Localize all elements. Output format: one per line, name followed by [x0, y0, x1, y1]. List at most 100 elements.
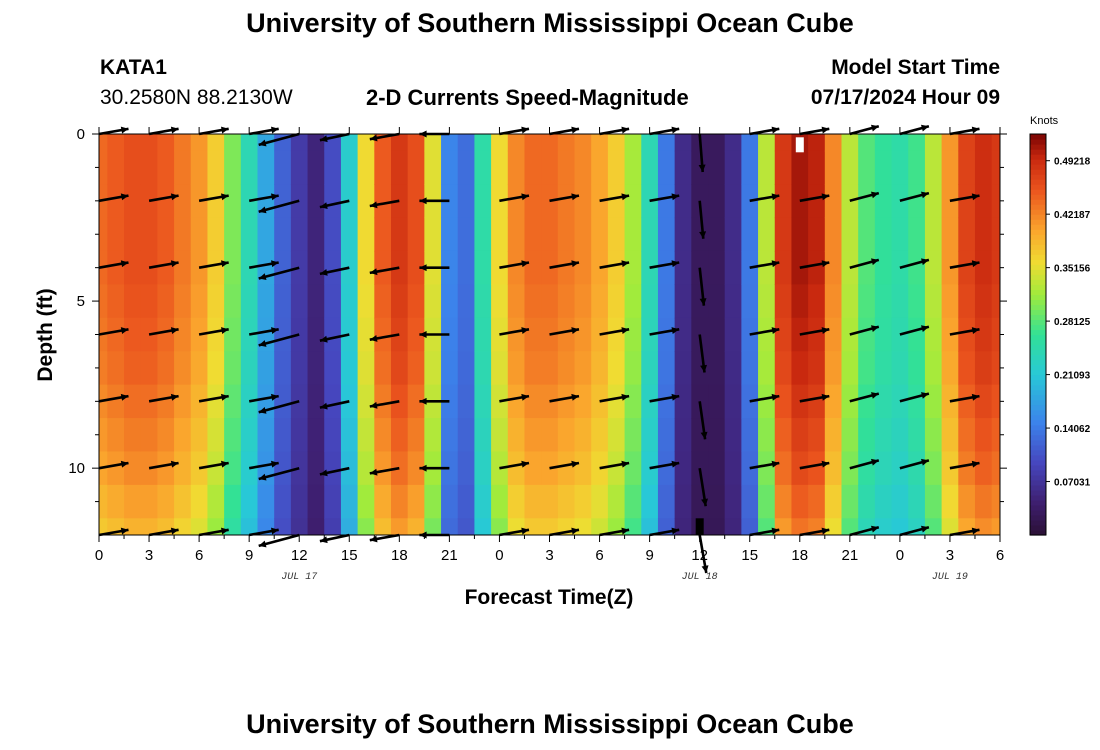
heatmap-cell [657, 184, 676, 219]
heatmap-cell [974, 451, 993, 486]
heatmap-cell [507, 134, 526, 152]
heatmap-cell [958, 150, 976, 185]
heatmap-cell [491, 351, 509, 386]
heatmap-cell [624, 217, 642, 252]
heatmap-cell [808, 484, 826, 519]
heatmap-cell [240, 284, 259, 319]
colorbar-segment [1030, 259, 1046, 265]
current-vector [258, 466, 300, 481]
colorbar-segment [1030, 384, 1046, 391]
heatmap-cell [641, 217, 659, 252]
heatmap-cell [607, 134, 626, 152]
current-vector [499, 327, 530, 336]
heatmap-cell [474, 150, 492, 185]
current-vector [698, 267, 707, 306]
heatmap-cell [474, 317, 492, 352]
current-vector [949, 193, 980, 203]
heatmap-cell [741, 351, 759, 386]
heatmap-cell [958, 418, 976, 453]
heatmap-cell [607, 184, 626, 219]
heatmap-cell [474, 184, 492, 219]
heatmap-cell [224, 451, 242, 486]
heatmap-cell [207, 351, 225, 386]
heatmap-cell [407, 418, 425, 453]
heatmap-cell [157, 134, 175, 152]
heatmap-cell [924, 418, 943, 453]
heatmap-cell [274, 351, 292, 386]
vector-head [621, 327, 630, 334]
heatmap-cell [107, 134, 125, 152]
heatmap-cell [407, 217, 425, 252]
heatmap-cell [841, 518, 859, 535]
heatmap-cell [574, 384, 592, 419]
current-vector [899, 191, 930, 203]
heatmap-cell [474, 384, 492, 419]
x-tick-label: 3 [545, 547, 553, 564]
y-axis-label: Depth (ft) [34, 288, 57, 381]
heatmap-cell [157, 351, 175, 386]
colorbar-segment [1030, 494, 1046, 501]
heatmap-cell [107, 451, 125, 486]
current-vector [369, 199, 400, 209]
heatmap-cell [974, 351, 993, 386]
heatmap-cell [99, 134, 108, 152]
heatmap-cell [674, 351, 692, 386]
current-vector [319, 266, 350, 276]
colorbar-segment [1030, 394, 1046, 401]
colorbar-segment [1030, 324, 1046, 331]
heatmap-cell [274, 384, 292, 419]
heatmap-cell [99, 518, 108, 535]
current-vector [319, 400, 350, 410]
current-vector [148, 527, 179, 537]
vector-head [821, 327, 830, 334]
vector-head [369, 535, 378, 543]
heatmap-cell [758, 250, 776, 285]
heatmap-cell [557, 418, 576, 453]
current-vector [148, 260, 179, 269]
x-tick-label: 3 [145, 547, 153, 564]
colorbar-segment [1030, 509, 1046, 516]
vector-head [621, 393, 630, 401]
heatmap-cell [624, 351, 642, 386]
vector-head [319, 202, 328, 209]
heatmap-cell [157, 451, 175, 486]
heatmap-cell [924, 134, 943, 152]
heatmap-cell [457, 351, 476, 386]
current-vector [799, 527, 830, 537]
colorbar-segment [1030, 424, 1046, 431]
heatmap-cell [307, 250, 325, 285]
heatmap-cell [140, 484, 158, 519]
colorbar-tick-label: 0.14062 [1054, 424, 1091, 435]
heatmap-cell [257, 150, 275, 185]
heatmap-cell [657, 250, 676, 285]
heatmap-cell [190, 134, 209, 152]
heatmap-cell [758, 484, 776, 519]
current-vector [369, 466, 400, 476]
colorbar-segment [1030, 514, 1046, 521]
heatmap-cell [140, 150, 158, 185]
colorbar-tick-label: 0.07031 [1054, 478, 1091, 489]
vector-head [871, 392, 879, 399]
heatmap-cell [758, 150, 776, 185]
heatmap-cell [357, 484, 375, 519]
vector-head [369, 134, 378, 142]
current-vector [258, 400, 300, 414]
heatmap-cell [724, 284, 742, 319]
vector-head [671, 327, 680, 334]
vector-head [221, 393, 229, 401]
heatmap-cell [441, 134, 459, 152]
vector-head [170, 393, 179, 401]
x-tick-label: 6 [195, 547, 203, 564]
heatmap-cell [107, 418, 125, 453]
current-vector [369, 400, 400, 409]
vector-head [921, 392, 929, 399]
heatmap-cell [991, 150, 1000, 185]
heatmap-cell [674, 418, 692, 453]
heatmap-cell [441, 150, 459, 185]
vector-head [671, 460, 680, 468]
heatmap-cell [708, 351, 726, 386]
colorbar-segment [1030, 209, 1046, 215]
speed-heatmap [99, 134, 1000, 535]
current-vector [248, 460, 279, 470]
heatmap-cell [507, 317, 526, 352]
